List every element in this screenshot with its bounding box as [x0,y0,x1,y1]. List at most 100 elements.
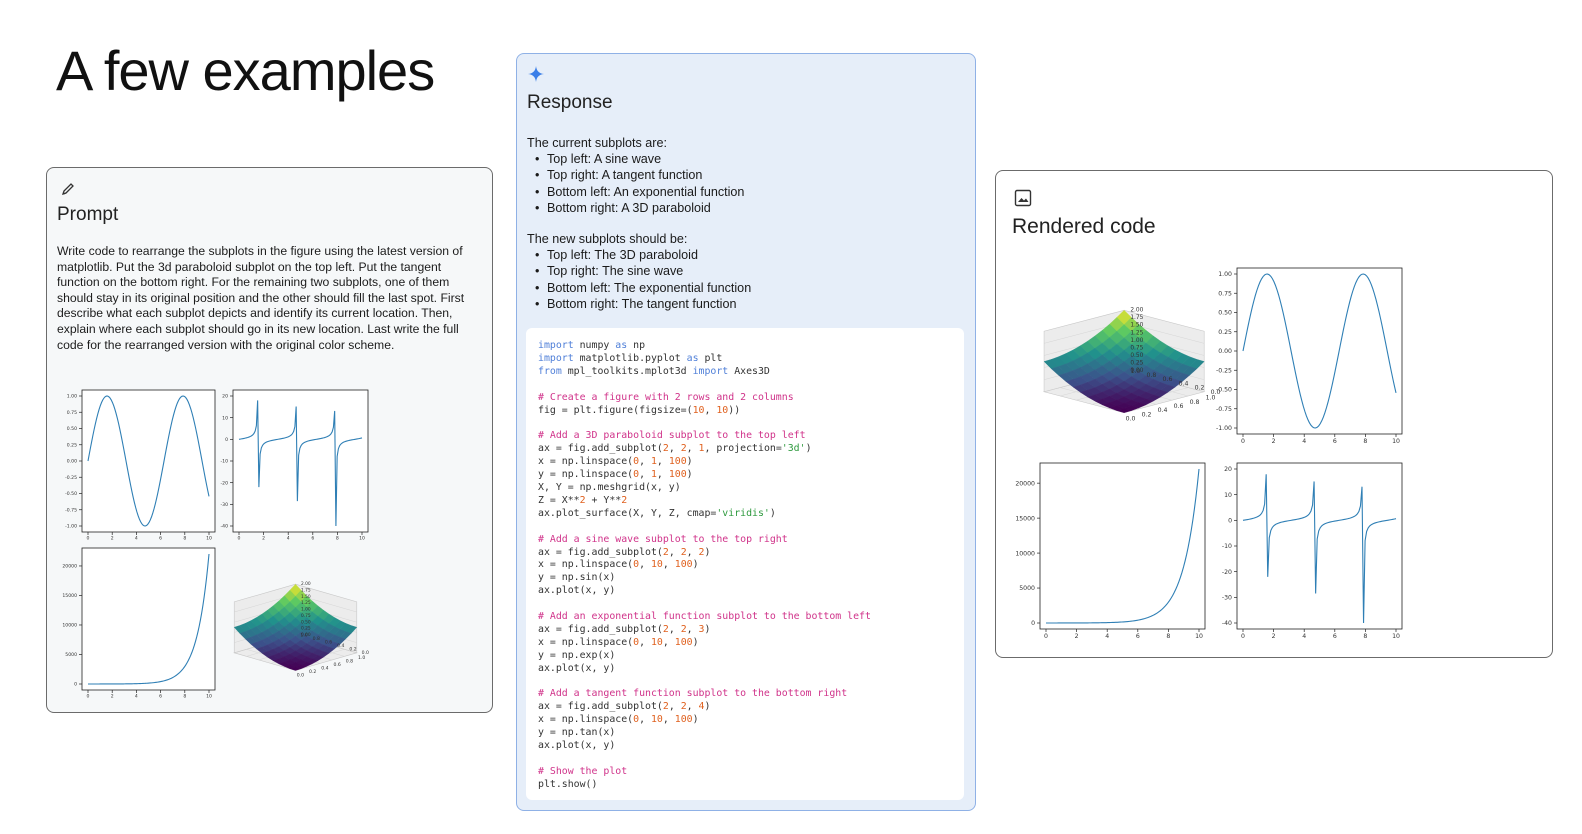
y-tick-label: 0.25 [67,442,77,448]
x-tick-label: 2 [111,694,114,700]
x-tick-label: 1.0 [358,655,365,661]
y-tick-label: -0.50 [1216,387,1232,394]
y-tick-label: 20000 [62,564,77,570]
y-tick-label: 0.50 [67,426,77,432]
y-tick-label: 0.25 [1218,329,1232,336]
x-tick-label: 0.2 [1142,411,1152,418]
x-tick-label: 2 [111,536,114,542]
x-tick-label: 10 [1392,438,1400,445]
surface-facet [1116,408,1133,413]
y-tick-label: -30 [220,502,228,508]
x-tick-label: 2 [262,536,265,542]
y-tick-label: -0.75 [1216,406,1232,413]
y-tick-label: 0.75 [67,410,77,416]
x-tick-label: 0.6 [334,662,341,668]
y-tick-label: -0.50 [65,491,77,497]
x-tick-label: 4 [1302,438,1306,445]
response-title: Response [527,92,613,113]
x-tick-label: 1.0 [1206,395,1216,402]
x-tick-label: 0 [1241,633,1245,640]
z-tick-label: 0.50 [1130,353,1143,359]
rendered-figure: 0.0 0.2 0.4 0.6 0.8 1.0 0.0 0.2 0.4 0.6 0.8 1.0 2.00… [1006,259,1544,651]
x-tick-label: 4 [1105,633,1109,640]
x-tick-label: 0 [87,694,90,700]
series-line-tan [238,400,363,527]
y-tick-label: 0.2 [1195,385,1205,392]
series-line-tan [1242,474,1397,624]
code-text: import numpy as np import matplotlib.pyp… [538,340,871,790]
y-tick-label: 1.0 [300,633,307,639]
y-tick-label: 10 [222,415,228,421]
x-tick-label: 10 [206,694,212,700]
x-tick-label: 6 [1333,633,1337,640]
y-tick-label: 1.00 [67,394,77,400]
y-tick-label: 0 [1228,518,1232,525]
z-tick-label: 0.25 [1130,361,1143,367]
current-heading: The current subplots are: [527,136,668,150]
y-tick-label: 0.50 [1218,310,1232,317]
y-tick-label: 0.2 [349,647,356,653]
plot-frame [81,389,216,533]
y-tick-label: 0.00 [1218,348,1232,355]
x-tick-label: 0.0 [297,673,304,679]
x-tick-label: 0.2 [309,669,316,675]
x-tick-label: 2 [1272,438,1276,445]
x-tick-label: 0.8 [346,658,353,664]
y-tick-label: 20 [1224,466,1232,473]
x-tick-label: 10 [206,536,212,542]
x-tick-label: 0 [1241,438,1245,445]
y-tick-label: -20 [220,480,228,486]
plot-frame [1236,462,1403,630]
y-tick-label: -1.00 [65,524,77,530]
plot-frame [81,547,216,691]
list-item: Top right: The sine wave [535,263,751,279]
list-item: Bottom right: A 3D paraboloid [535,200,744,216]
y-tick-label: 20 [222,394,228,400]
x-tick-label: 2 [1272,633,1276,640]
x-tick-label: 0.6 [1174,403,1184,410]
current-subplots: The current subplots are: Top left: A si… [527,135,744,216]
y-tick-label: 10000 [62,623,77,629]
y-tick-label: -40 [1222,620,1232,627]
x-tick-label: 0 [87,536,90,542]
y-tick-label: 0.6 [1163,376,1173,383]
y-tick-label: 10000 [1015,550,1035,557]
x-tick-label: 6 [159,536,162,542]
list-item: Bottom left: An exponential function [535,184,744,200]
original-figure-svg: 0 2 4 6 8 101.000.750.500.250.00-0.25-0.50-0.… [62,389,369,700]
x-tick-label: 6 [1136,633,1140,640]
plot-frame [1236,267,1403,435]
series-line-sin [1242,273,1397,429]
series-line-exp [1046,468,1200,624]
rendered-card: Rendered code 0.0 0.2 0.4 0.6 0.8 1.0 0.0 0.2 0.… [995,170,1553,658]
y-tick-label: -0.25 [1216,367,1232,374]
x-tick-label: 6 [159,694,162,700]
new-subplots: The new subplots should be: Top left: Th… [527,231,751,312]
x-tick-label: 8 [183,536,186,542]
x-tick-label: 0.4 [321,665,328,671]
series-line-exp [88,553,210,685]
z-tick-label: 1.75 [1130,315,1143,321]
y-tick-label: 15000 [1015,515,1035,522]
plot-frame [232,389,369,533]
y-tick-label: 0 [225,437,228,443]
z-tick-label: 1.75 [301,587,311,593]
plot-frame [1039,462,1206,630]
list-item: Bottom right: The tangent function [535,296,751,312]
y-tick-label: 20000 [1015,480,1035,487]
y-tick-label: 0.8 [1147,372,1157,379]
y-tick-label: -1.00 [1216,425,1232,432]
z-tick-label: 1.25 [1130,330,1143,336]
response-card: Response The current subplots are: Top l… [516,53,976,811]
x-tick-label: 4 [135,694,138,700]
y-tick-label: 5000 [1019,585,1035,592]
slide-title: A few examples [56,39,435,102]
x-tick-label: 8 [1363,633,1367,640]
y-tick-label: 1.0 [1131,368,1141,375]
x-tick-label: 0.0 [1126,416,1136,423]
z-tick-label: 1.00 [1130,338,1143,344]
x-tick-label: 0.8 [1190,399,1200,406]
y-tick-label: 1.00 [1218,271,1232,278]
y-tick-label: -0.75 [65,507,77,513]
code-block[interactable]: import numpy as np import matplotlib.pyp… [526,328,964,800]
